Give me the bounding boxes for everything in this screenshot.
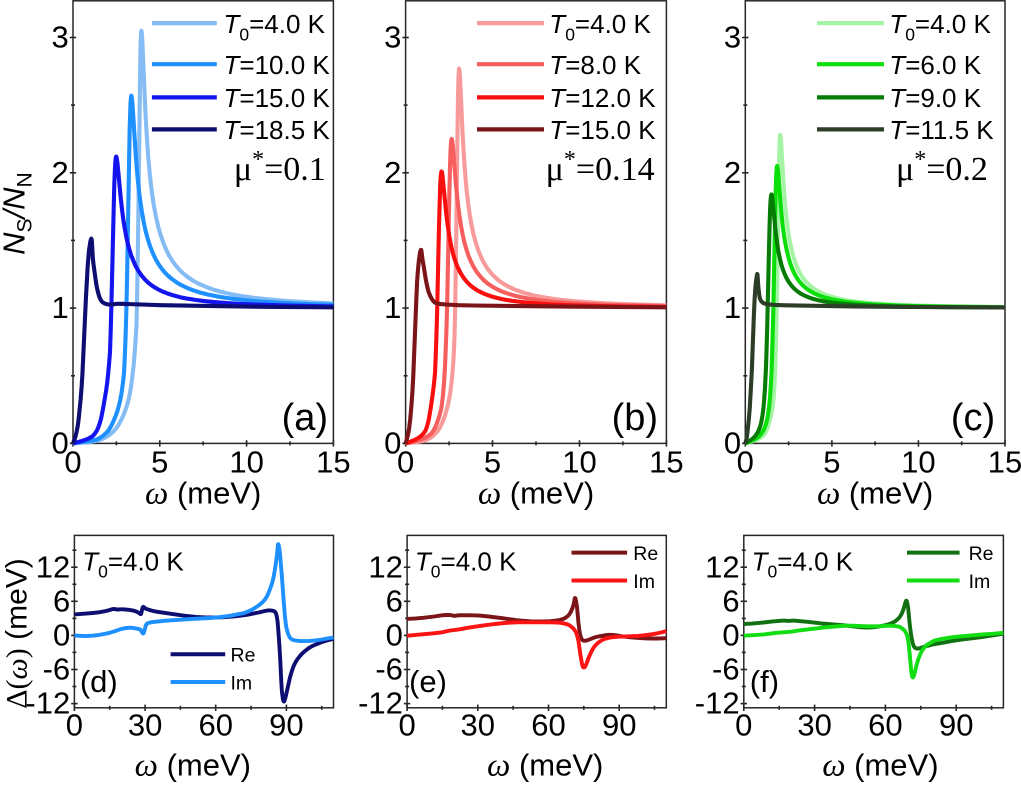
svg-text:10: 10	[562, 445, 596, 480]
svg-text:T0=4.0 K: T0=4.0 K	[752, 546, 854, 581]
svg-text:T0=4.0 K: T0=4.0 K	[549, 9, 651, 45]
svg-text:15: 15	[316, 445, 350, 480]
svg-text:Im: Im	[633, 571, 655, 593]
svg-text:(a): (a)	[282, 397, 328, 439]
svg-text:T=18.5 K: T=18.5 K	[224, 115, 331, 145]
svg-text:ω (meV): ω (meV)	[822, 748, 938, 784]
svg-text:2: 2	[384, 155, 401, 190]
svg-text:6: 6	[53, 583, 70, 618]
svg-text:-12: -12	[25, 686, 70, 721]
svg-text:0: 0	[52, 426, 69, 461]
svg-text:T=15.0 K: T=15.0 K	[224, 83, 331, 113]
svg-text:T0=4.0 K: T0=4.0 K	[82, 546, 184, 581]
svg-text:5: 5	[823, 445, 840, 480]
svg-text:T=12.0 K: T=12.0 K	[549, 83, 656, 113]
svg-text:0: 0	[397, 445, 414, 480]
svg-text:ω (meV): ω (meV)	[135, 748, 251, 784]
svg-text:3: 3	[384, 20, 401, 55]
svg-text:12: 12	[705, 549, 739, 584]
svg-text:5: 5	[151, 445, 168, 480]
svg-text:3: 3	[52, 20, 69, 55]
svg-text:90: 90	[939, 708, 973, 743]
svg-text:ω (meV): ω (meV)	[487, 748, 603, 784]
svg-text:2: 2	[52, 155, 69, 190]
svg-text:T0=4.0 K: T0=4.0 K	[224, 9, 326, 45]
svg-text:Im: Im	[231, 673, 253, 695]
svg-text:15: 15	[649, 445, 683, 480]
svg-text:T=11.5 K: T=11.5 K	[889, 115, 994, 145]
svg-text:0: 0	[398, 708, 415, 743]
svg-text:(c): (c)	[951, 397, 995, 439]
svg-text:60: 60	[198, 708, 232, 743]
svg-text:T=9.0 K: T=9.0 K	[889, 83, 981, 113]
svg-text:T0=4.0 K: T0=4.0 K	[415, 546, 517, 581]
svg-text:10: 10	[901, 445, 935, 480]
svg-text:3: 3	[724, 20, 741, 55]
svg-text:Δ(ω) (meV): Δ(ω) (meV)	[1, 558, 34, 708]
svg-text:Re: Re	[231, 645, 256, 667]
svg-text:6: 6	[722, 583, 739, 618]
svg-text:(d): (d)	[80, 664, 118, 699]
svg-text:0: 0	[722, 618, 739, 653]
svg-text:1: 1	[52, 290, 69, 325]
svg-text:T=6.0 K: T=6.0 K	[889, 50, 981, 80]
svg-text:12: 12	[368, 549, 402, 584]
svg-text:12: 12	[36, 549, 70, 584]
svg-text:T=10.0 K: T=10.0 K	[224, 50, 331, 80]
svg-text:μ*=0.2: μ*=0.2	[896, 147, 988, 188]
svg-text:0: 0	[735, 708, 752, 743]
svg-text:0: 0	[66, 708, 83, 743]
svg-text:2: 2	[724, 155, 741, 190]
svg-text:60: 60	[531, 708, 565, 743]
svg-text:(e): (e)	[409, 664, 447, 699]
svg-text:0: 0	[724, 426, 741, 461]
svg-text:-6: -6	[43, 652, 71, 687]
svg-text:30: 30	[128, 708, 162, 743]
svg-text:μ*=0.14: μ*=0.14	[546, 147, 655, 188]
svg-text:60: 60	[868, 708, 902, 743]
svg-text:30: 30	[797, 708, 831, 743]
svg-text:0: 0	[384, 426, 401, 461]
svg-text:NS/NN: NS/NN	[0, 172, 37, 255]
svg-text:15: 15	[988, 445, 1021, 480]
svg-text:ω (meV): ω (meV)	[478, 476, 594, 512]
svg-text:0: 0	[64, 445, 81, 480]
svg-text:6: 6	[386, 583, 403, 618]
svg-text:5: 5	[484, 445, 501, 480]
svg-text:90: 90	[602, 708, 636, 743]
svg-text:-6: -6	[375, 652, 403, 687]
svg-text:ω (meV): ω (meV)	[145, 476, 261, 512]
svg-text:Im: Im	[969, 571, 991, 593]
svg-text:1: 1	[384, 290, 401, 325]
svg-text:Re: Re	[969, 543, 994, 565]
svg-text:-12: -12	[695, 686, 740, 721]
svg-text:-6: -6	[712, 652, 740, 687]
svg-text:(b): (b)	[612, 397, 658, 439]
svg-text:90: 90	[269, 708, 303, 743]
svg-text:0: 0	[53, 618, 70, 653]
svg-text:T=8.0 K: T=8.0 K	[549, 50, 641, 80]
svg-text:0: 0	[386, 618, 403, 653]
svg-text:0: 0	[737, 445, 754, 480]
svg-text:μ*=0.1: μ*=0.1	[234, 147, 326, 188]
svg-text:Re: Re	[633, 543, 658, 565]
svg-text:10: 10	[229, 445, 263, 480]
svg-text:ω (meV): ω (meV)	[817, 476, 933, 512]
svg-text:-12: -12	[358, 686, 403, 721]
svg-text:30: 30	[461, 708, 495, 743]
svg-text:1: 1	[724, 290, 741, 325]
svg-text:T=15.0 K: T=15.0 K	[549, 115, 656, 145]
svg-text:(f): (f)	[750, 664, 779, 699]
svg-text:T0=4.0 K: T0=4.0 K	[889, 9, 991, 45]
